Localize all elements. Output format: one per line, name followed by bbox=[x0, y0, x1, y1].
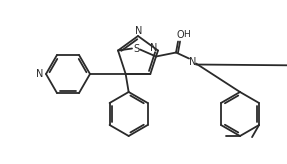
Text: H: H bbox=[183, 30, 189, 39]
Text: N: N bbox=[189, 57, 197, 67]
Text: N: N bbox=[150, 42, 158, 52]
Text: N: N bbox=[36, 69, 44, 79]
Text: N: N bbox=[135, 26, 143, 36]
Text: O: O bbox=[176, 30, 184, 40]
Text: S: S bbox=[133, 43, 139, 53]
